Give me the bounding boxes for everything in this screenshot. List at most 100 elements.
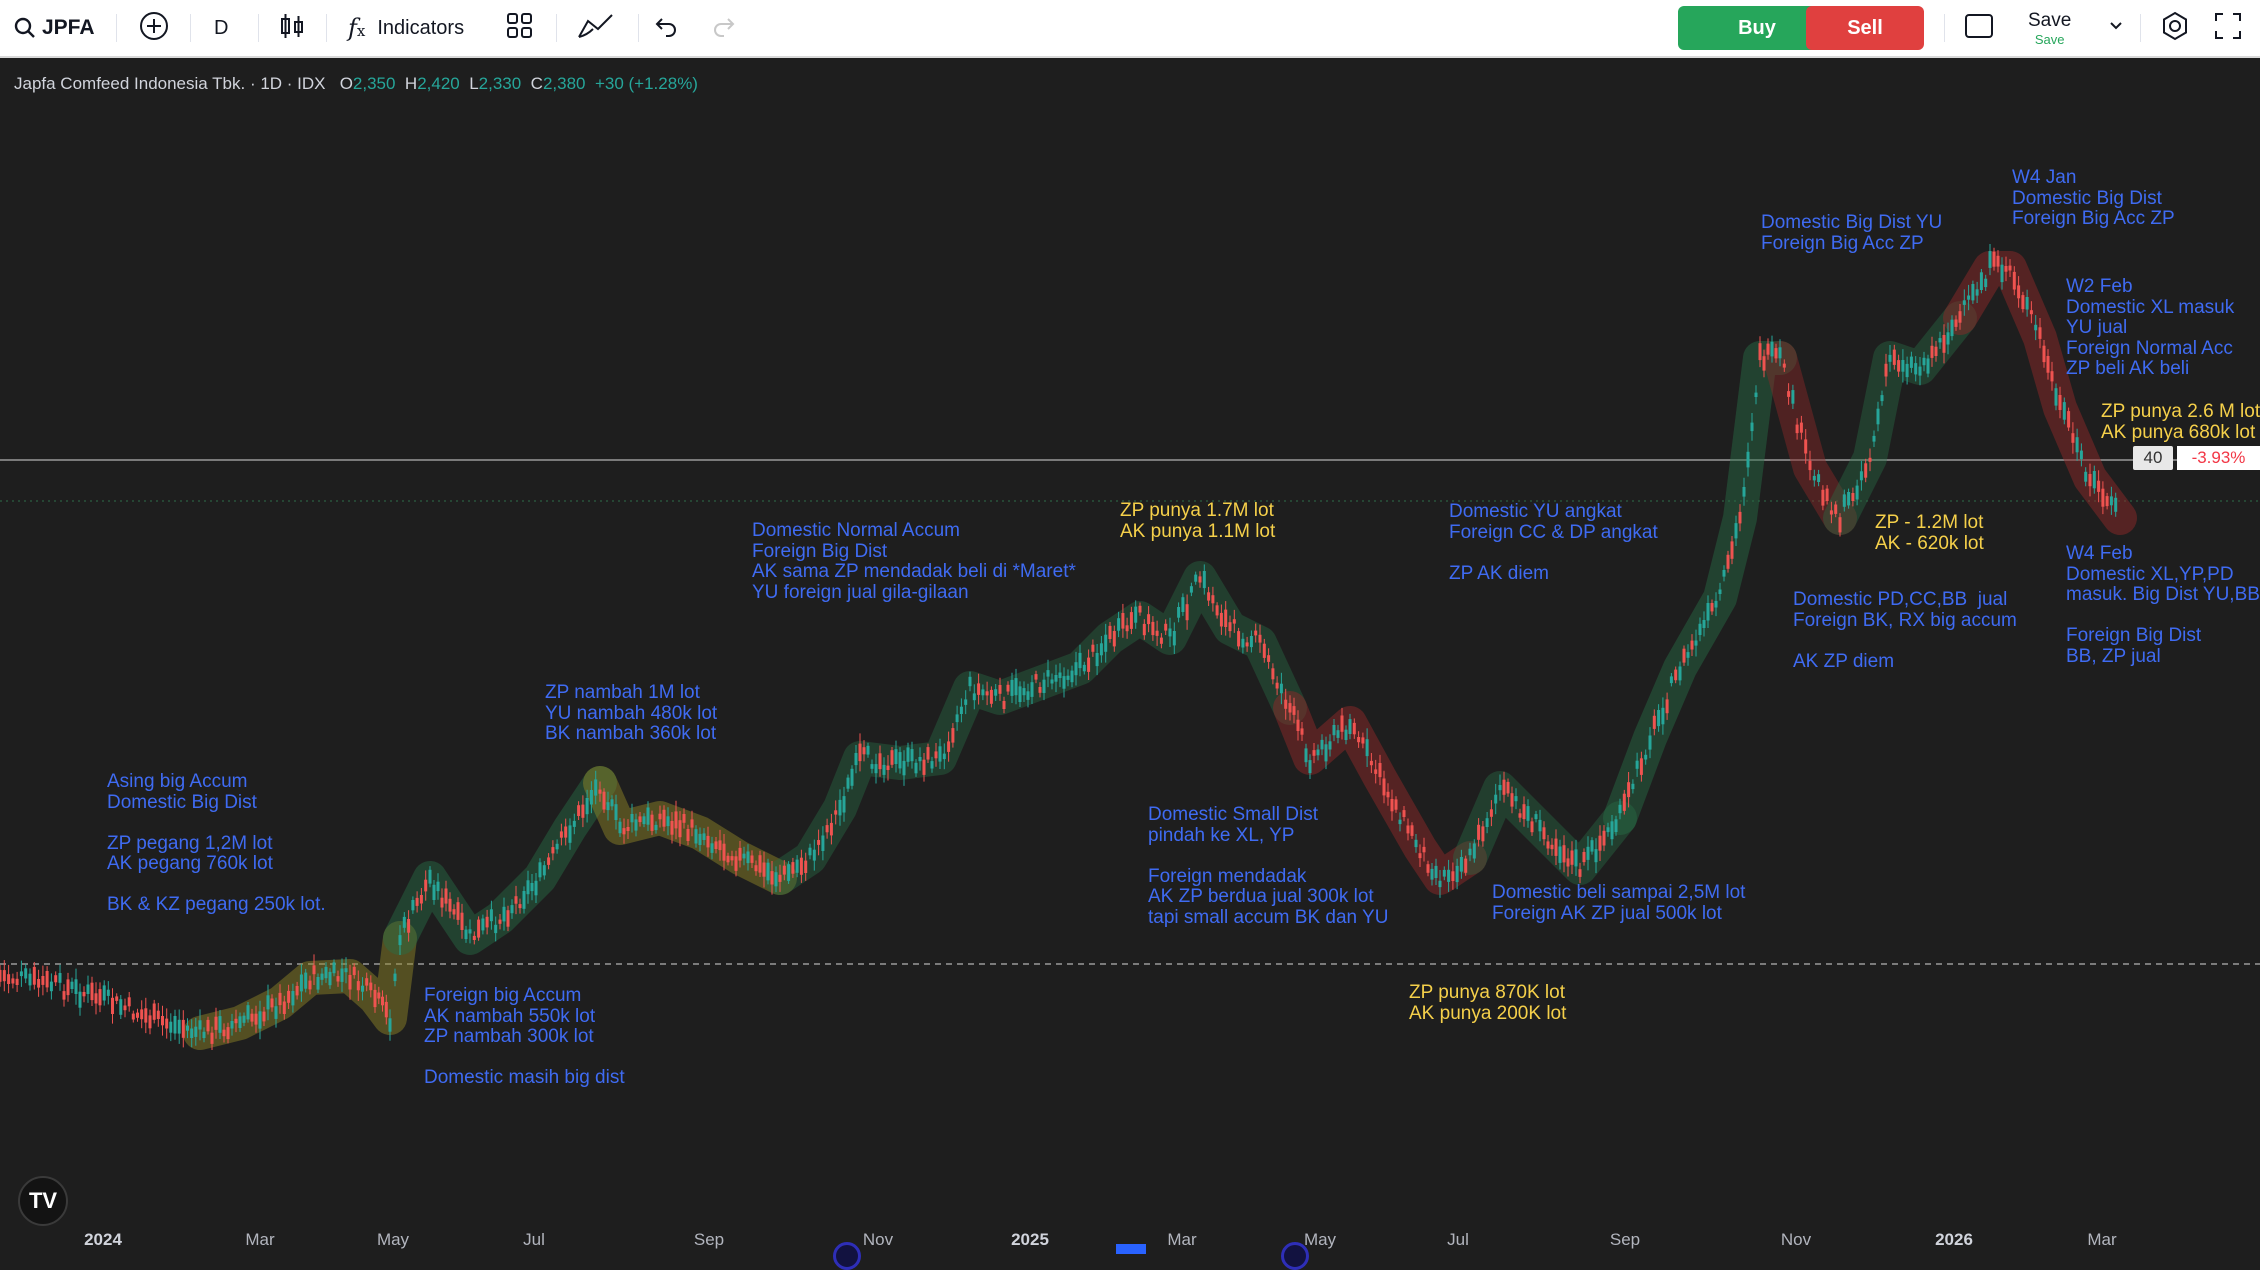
candle	[1232, 609, 1236, 633]
candle	[1224, 601, 1228, 636]
candle	[131, 1010, 135, 1023]
candle	[1864, 458, 1868, 483]
candle	[90, 976, 94, 1006]
candle	[1438, 870, 1442, 898]
interval-button[interactable]: D	[214, 16, 229, 39]
candle	[585, 789, 589, 823]
candle	[1151, 616, 1155, 641]
candle	[1606, 822, 1610, 837]
candle	[388, 1009, 392, 1041]
annotation-7: Domestic YU angkat Foreign CC & DP angka…	[1449, 501, 1658, 584]
candle	[1884, 353, 1888, 387]
candle	[258, 1000, 262, 1040]
bar-style-button[interactable]	[278, 0, 306, 56]
candle	[842, 786, 846, 822]
save-button[interactable]: Save Save	[2028, 0, 2071, 56]
candle	[332, 959, 336, 977]
candle	[173, 1009, 177, 1040]
candle	[1669, 673, 1673, 687]
candle	[770, 861, 774, 895]
candle	[1842, 489, 1846, 512]
candle	[1510, 786, 1514, 814]
candle	[2000, 257, 2004, 290]
candle	[485, 909, 489, 935]
event-marker[interactable]	[833, 1242, 861, 1270]
candle	[1661, 697, 1665, 735]
candle	[1138, 602, 1142, 616]
candle	[316, 973, 320, 993]
candle	[1374, 759, 1378, 784]
fx-icon: fx	[348, 14, 366, 42]
candle	[522, 886, 526, 914]
redo-button[interactable]	[710, 0, 736, 56]
candle	[1177, 602, 1181, 623]
legend-change: +30 (+1.28%)	[594, 74, 698, 93]
candle	[1050, 673, 1054, 690]
drawing-button[interactable]	[576, 0, 616, 56]
candle	[1241, 632, 1245, 654]
candle	[299, 964, 303, 1002]
candle	[1562, 835, 1566, 873]
candle	[287, 984, 291, 1009]
candle	[1534, 810, 1538, 823]
candle	[1682, 645, 1686, 666]
candle	[766, 858, 770, 885]
divider	[2140, 14, 2141, 42]
candle	[2109, 486, 2113, 515]
candle	[882, 757, 886, 783]
candle	[642, 813, 646, 828]
candle	[481, 914, 485, 935]
x-tick-label: 2024	[84, 1230, 122, 1249]
layout-button[interactable]	[506, 0, 534, 56]
candle	[127, 992, 131, 1012]
candle	[1430, 863, 1434, 886]
sell-button[interactable]: Sell	[1806, 6, 1924, 50]
price-chart[interactable]	[0, 58, 2260, 1254]
fullscreen-button[interactable]	[2214, 0, 2242, 56]
candle	[1312, 743, 1316, 764]
candle	[1185, 594, 1189, 630]
candle	[930, 756, 934, 773]
undo-button[interactable]	[654, 0, 680, 56]
candle	[1447, 859, 1451, 892]
candle	[2075, 428, 2079, 461]
settings-button[interactable]	[2160, 0, 2190, 56]
candle	[1112, 625, 1116, 652]
symbol-search[interactable]: JPFA	[14, 0, 95, 56]
candle	[102, 980, 106, 1006]
candle	[340, 958, 344, 992]
candle	[1502, 771, 1506, 803]
save-menu-button[interactable]	[2108, 0, 2124, 56]
add-symbol-button[interactable]	[138, 0, 170, 56]
candle	[1812, 469, 1816, 487]
candle	[0, 965, 2, 987]
candle	[1518, 808, 1522, 823]
candle	[58, 964, 62, 991]
candle	[555, 839, 559, 854]
candle	[1406, 818, 1410, 841]
annotation-9: ZP punya 870K lot AK punya 200K lot	[1409, 982, 1567, 1024]
divider	[326, 14, 327, 42]
annotation-10: Domestic Big Dist YU Foreign Big Acc ZP	[1761, 212, 1943, 254]
candle	[1610, 815, 1614, 846]
candle	[1237, 627, 1241, 650]
candle	[690, 810, 694, 837]
candle	[1279, 672, 1283, 705]
symbol-label: JPFA	[42, 16, 95, 39]
tradingview-logo[interactable]: TV	[18, 1176, 68, 1226]
chart-pane[interactable]: Japfa Comfeed Indonesia Tbk. · 1D · IDX …	[0, 58, 2260, 1270]
candle	[1967, 284, 1971, 311]
candle	[1782, 359, 1786, 372]
candle	[654, 821, 658, 834]
candle	[514, 885, 518, 915]
candle	[348, 964, 352, 1000]
candle	[1880, 390, 1884, 406]
candle	[1868, 448, 1872, 472]
candle	[472, 931, 476, 945]
candle	[320, 968, 324, 986]
candle	[1258, 624, 1262, 653]
indicators-button[interactable]: fx Indicators	[348, 0, 464, 56]
layout-box-button[interactable]	[1964, 0, 1994, 56]
candle	[1550, 838, 1554, 856]
annotation-14: W2 Feb Domestic XL masuk YU jual Foreign…	[2066, 276, 2235, 379]
